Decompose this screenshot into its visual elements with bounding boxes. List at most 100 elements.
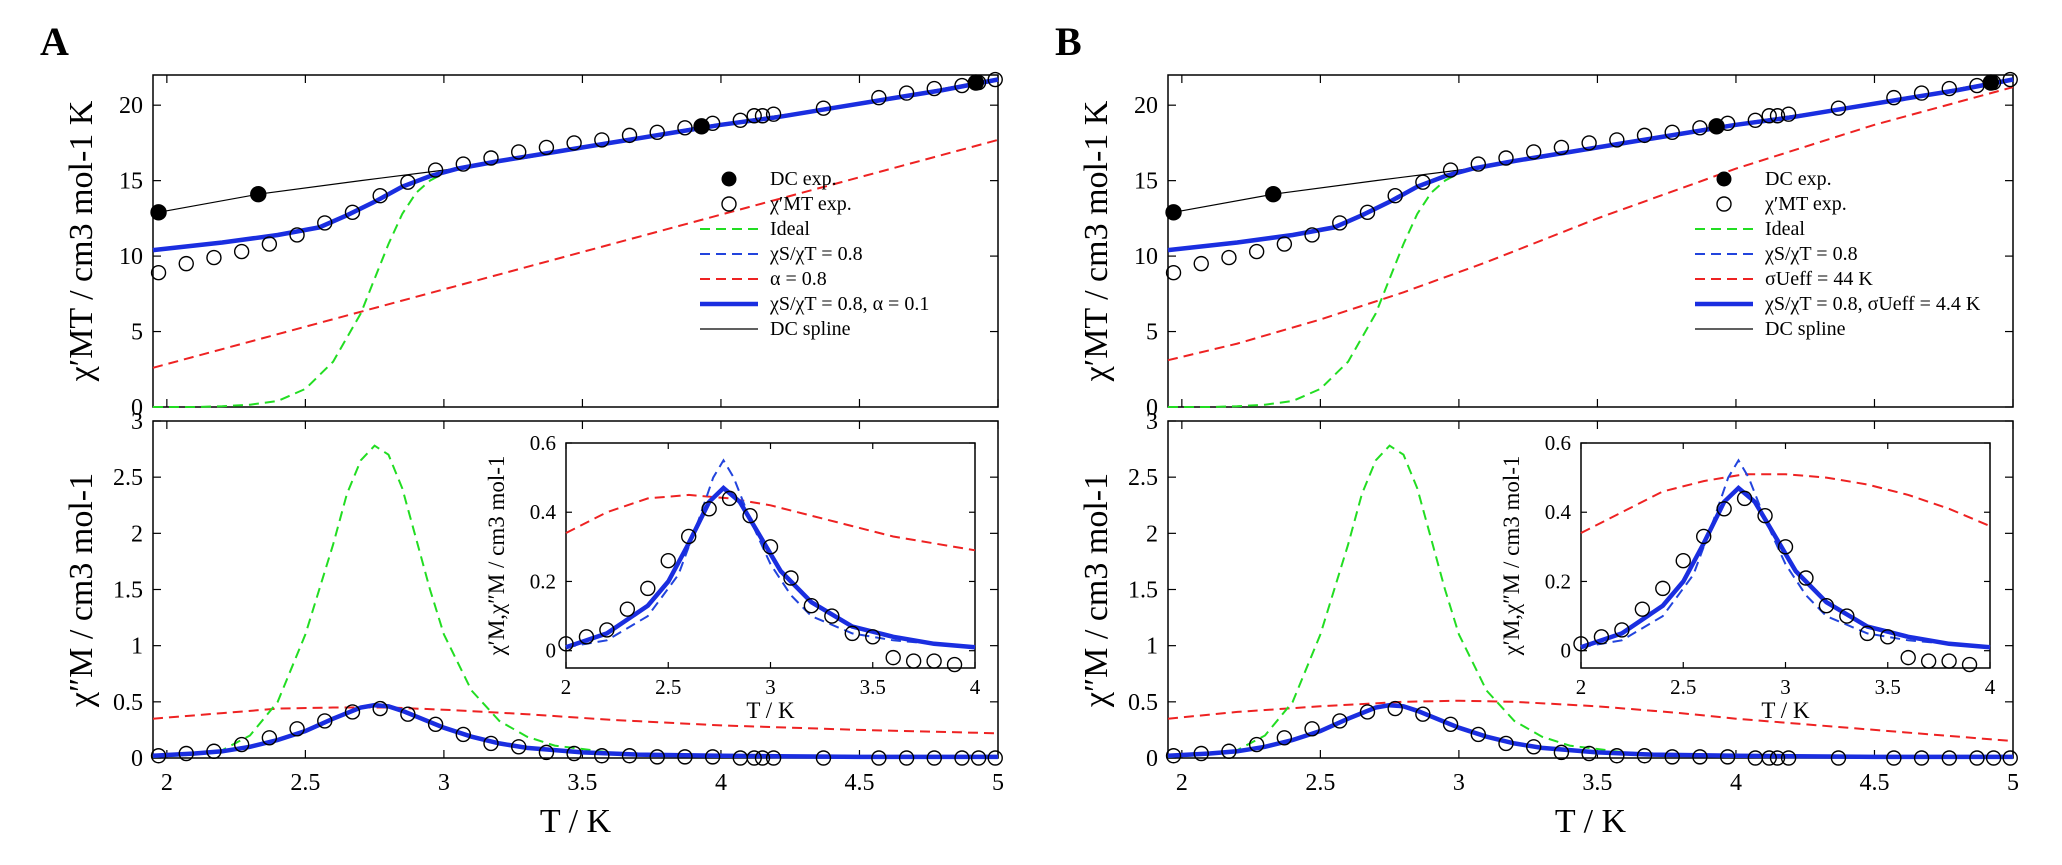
legend-label: χS/χT = 0.8, σUeff = 4.4 K (1764, 293, 1981, 315)
exp-open-marker (1941, 653, 1957, 669)
x-tick-label: 3 (765, 675, 776, 699)
y-tick-label: 0 (1146, 395, 1158, 421)
exp-open-marker (803, 597, 820, 614)
x-tick-label: 3 (1453, 770, 1465, 796)
exp-open-marker (640, 580, 656, 597)
exp-open-marker (344, 704, 361, 720)
exp-open-marker (1736, 490, 1753, 507)
exp-open-marker (178, 745, 194, 762)
exp-open-marker (1276, 236, 1293, 252)
exp-open-marker (455, 726, 471, 743)
exp-open-marker (594, 748, 610, 764)
exp-open-marker (1769, 750, 1786, 766)
fit-thick-line (152, 77, 999, 253)
exp-open-marker (538, 744, 555, 761)
exp-open-marker (1415, 174, 1431, 190)
y-tick-label: 2 (1146, 521, 1158, 547)
top-y-axis-label: χ′MT / cm3 mol-1 K (63, 100, 100, 382)
exp-open-marker (987, 71, 1003, 88)
exp-open-marker (1581, 135, 1597, 151)
exp-open-marker (762, 539, 779, 555)
legend-entry: χS/χT = 0.8, σUeff = 4.4 K (1695, 293, 1981, 315)
x-tick-label: 4 (715, 770, 727, 796)
inset-axes: 0 0.2 0.4 0.6 (530, 431, 976, 669)
legend-entry: χS/χT = 0.8, α = 0.1 (700, 293, 929, 315)
y-tick-label: 0.2 (530, 569, 556, 593)
exp-open-marker (261, 236, 278, 252)
exp-open-marker (1692, 120, 1708, 136)
inset-axes: 0 0.2 0.4 0.6 (1545, 431, 1991, 669)
legend: DC exp. χ′MT exp. Ideal χS/χT = 0.8 σUeff = … (1695, 168, 1981, 340)
exp-open-marker (1941, 80, 1957, 97)
y-tick-label: 0 (1561, 639, 1572, 663)
x-tick-label: 4 (1730, 770, 1742, 796)
top-axes: 0 5 10 15 20 (1134, 74, 2014, 421)
y-tick-label: 5 (131, 320, 143, 346)
y-tick-label: 2 (131, 521, 143, 547)
exp-open-marker (1193, 255, 1209, 272)
exp-open-marker (599, 622, 615, 638)
exp-open-marker (1880, 629, 1896, 645)
exp-open-marker (1664, 124, 1680, 141)
legend-entry: χS/χT = 0.8 (1695, 243, 1858, 265)
exp-open-marker (1415, 706, 1431, 722)
bottom-axes: 0 0.5 1 1.5 2 2.5 3 (1128, 409, 2014, 772)
y-tick-label: 2.5 (1128, 465, 1158, 491)
exp-open-marker (1920, 653, 1937, 669)
exp-open-marker (427, 716, 444, 732)
bottom-series (150, 444, 1003, 766)
legend-swatch (721, 196, 737, 212)
exp-open-marker (538, 139, 555, 156)
dc-filled-marker (150, 204, 167, 221)
exp-open-marker (1248, 243, 1265, 260)
exp-open-marker (1165, 748, 1182, 764)
exp-open-marker (649, 749, 665, 765)
y-tick-label: 20 (1134, 93, 1158, 119)
panel-letter: A (40, 19, 69, 64)
exp-open-marker (898, 85, 915, 101)
inset-y-axis-label: χ′M,χ″M / cm3 mol-1 (484, 456, 509, 657)
exp-open-marker (1636, 127, 1653, 144)
y-tick-label: 10 (1134, 244, 1158, 270)
x-axis-label: T / K (1555, 803, 1627, 840)
exp-open-marker (946, 656, 963, 673)
exp-open-marker (677, 749, 693, 765)
exp-open-marker (455, 156, 471, 172)
y-tick-label: 1 (131, 634, 143, 660)
y-tick-label: 2.5 (113, 465, 143, 491)
x-tick-label: 3 (438, 770, 450, 796)
exp-open-marker (261, 730, 278, 746)
x-tick-label: 4 (1985, 675, 1996, 699)
exp-open-marker (742, 507, 758, 524)
exp-open-marker (660, 552, 676, 569)
y-tick-label: 1.5 (113, 578, 143, 604)
exp-open-marker (926, 80, 942, 97)
exp-open-marker (621, 748, 638, 764)
x-tick-label: 4.5 (844, 770, 874, 796)
dc-filled-marker (1165, 204, 1182, 221)
fit-thick-line (152, 702, 998, 760)
ideal-dashed-line (153, 163, 486, 408)
dc-filled-marker (250, 186, 267, 203)
top-axes: 0 5 10 15 20 (119, 74, 999, 421)
y-tick-label: 3 (131, 409, 143, 435)
y-tick-label: 0 (546, 639, 557, 663)
exp-open-marker (701, 501, 717, 517)
dc-filled-marker (1982, 74, 2000, 91)
y-tick-label: 0.4 (1545, 500, 1572, 524)
bottom-series (1165, 444, 2018, 766)
exp-open-marker (844, 625, 860, 642)
y-tick-label: 0 (131, 395, 143, 421)
y-tick-label: 15 (1134, 169, 1158, 195)
top-y-axis-label: χ′MT / cm3 mol-1 K (1078, 100, 1115, 382)
exp-open-marker (558, 636, 574, 652)
exp-open-marker (511, 144, 527, 160)
bottom-axes: 0 0.5 1 1.5 2 2.5 3 (113, 409, 999, 772)
exp-open-marker (1573, 636, 1589, 652)
exp-open-marker (898, 750, 915, 766)
exp-open-marker (317, 713, 333, 729)
exp-open-marker (681, 528, 697, 545)
exp-open-marker (511, 739, 527, 755)
exp-open-marker (1470, 156, 1486, 172)
